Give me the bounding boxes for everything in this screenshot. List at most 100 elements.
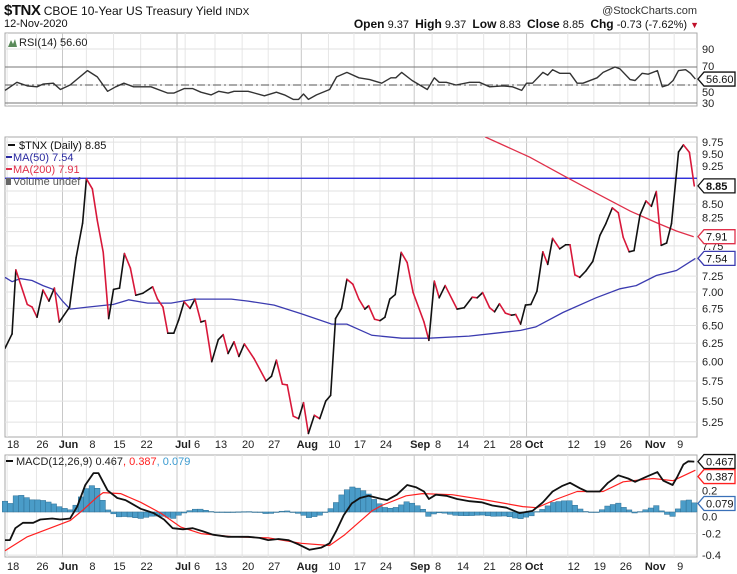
x-tick-label: 13 <box>215 439 227 451</box>
macd-histogram-bar <box>398 504 405 513</box>
macd-histogram-bar <box>110 511 117 515</box>
last-value-tag <box>697 178 736 194</box>
price-segment <box>102 251 110 320</box>
price-segment <box>471 296 478 299</box>
macd-histogram-bar <box>495 511 502 517</box>
x-tick-label: 21 <box>484 561 496 573</box>
macd-histogram-bar <box>170 511 177 519</box>
last-value-label: 0.079 <box>706 498 734 510</box>
macd-histogram-bar <box>2 500 8 513</box>
macd-histogram-bar <box>550 502 557 513</box>
macd-histogram-bar <box>463 511 470 516</box>
macd-legend-name: MACD(12,26,9) <box>16 456 92 468</box>
x-tick-label: 12 <box>568 439 580 451</box>
y-tick-label: 9.50 <box>702 149 723 161</box>
x-tick-label: Oct <box>525 439 544 451</box>
price-segment <box>107 288 115 320</box>
y-tick-label: -0.4 <box>702 550 721 562</box>
price-segment <box>123 252 132 269</box>
change-value: -0.73 (-7.62%) <box>616 19 688 31</box>
macd-histogram-bar <box>12 495 19 513</box>
ma200-line <box>485 137 694 238</box>
macd-histogram-bar <box>289 511 296 513</box>
price-segment <box>655 190 662 247</box>
y-tick-label: 50 <box>702 87 714 99</box>
price-segment <box>286 384 294 417</box>
price-segment <box>605 207 614 225</box>
x-tick-label: 21 <box>484 439 496 451</box>
macd-histogram-bar <box>642 509 649 513</box>
price-segment <box>584 260 594 272</box>
change-label: Chg <box>590 17 614 31</box>
macd-histogram-bar <box>99 500 106 513</box>
y-tick-label: 7.00 <box>702 287 723 299</box>
price-segment <box>400 251 408 264</box>
price-segment <box>519 304 527 325</box>
y-tick-label: 9.75 <box>702 137 723 149</box>
macd-histogram-bar <box>501 511 508 517</box>
macd-histogram-bar <box>425 511 432 517</box>
x-tick-label: 8 <box>435 561 441 573</box>
price-segment <box>524 303 532 306</box>
price-segment <box>222 333 229 355</box>
price-segment <box>622 236 630 253</box>
macd-histogram-bar <box>181 511 188 514</box>
macd-histogram-bar <box>295 511 302 514</box>
macd-histogram-bar <box>34 499 41 513</box>
macd-histogram-bar <box>45 501 52 513</box>
price-segment <box>233 340 240 358</box>
x-tick-label: 20 <box>242 439 254 451</box>
low-value: 8.83 <box>499 19 521 31</box>
price-segment <box>488 306 496 313</box>
price-segment <box>558 243 567 250</box>
macd-histogram-bar <box>105 509 112 513</box>
last-value-tag <box>697 229 736 245</box>
macd-legend-text: MACD(12,26,9) 0.467, 0.387, 0.079 <box>16 456 190 468</box>
grid <box>4 32 698 558</box>
price-segment <box>324 394 332 402</box>
macd-histogram-bar <box>23 497 30 513</box>
macd-histogram-bar <box>116 511 122 518</box>
x-tick-label: 10 <box>328 561 340 573</box>
price-segment <box>135 292 144 297</box>
price-segment <box>546 237 554 266</box>
open-label: Open <box>353 17 385 31</box>
rsi-legend: RSI(14) 56.60 <box>8 37 87 49</box>
macd-histogram-bar <box>132 511 139 518</box>
macd-histogram-bar <box>468 511 475 516</box>
price-segment <box>11 269 17 335</box>
y-tick-label: 8.50 <box>702 199 723 211</box>
price-segment <box>367 304 376 321</box>
price-segment <box>670 151 680 225</box>
price-segment <box>142 286 154 295</box>
x-tick-label: Oct <box>525 561 544 573</box>
macd-histogram-bar <box>691 502 698 513</box>
x-tick-label: 28 <box>510 561 522 573</box>
price-segment <box>591 234 601 263</box>
x-tick-label: 18 <box>7 561 19 573</box>
price-segment <box>177 300 185 321</box>
macd-histogram-bar <box>441 511 448 514</box>
macd-histogram-bar <box>50 503 57 513</box>
price-segment <box>307 414 316 435</box>
x-tick-label: 12 <box>568 561 580 573</box>
x-tick-label: 10 <box>328 439 340 451</box>
chart-title: $TNX CBOE 10-Year US Treasury Yield INDX <box>4 2 249 19</box>
price-segment <box>373 318 381 322</box>
price-segment <box>438 284 446 299</box>
macd-histogram-bar <box>561 500 567 513</box>
price-segment <box>639 200 647 216</box>
macd-histogram-bar <box>604 505 611 513</box>
y-tick-label: 6.00 <box>702 357 723 369</box>
macd-histogram-bar <box>213 511 220 513</box>
price-segment <box>498 302 507 314</box>
price-segment <box>297 401 305 420</box>
macd-histogram-bar <box>626 509 633 513</box>
price-segment <box>194 298 202 323</box>
macd-histogram-bar <box>126 511 133 518</box>
macd-histogram-bar <box>593 511 600 513</box>
price-segment <box>599 222 607 237</box>
last-value-tag <box>697 453 736 470</box>
price-segment <box>551 237 561 250</box>
